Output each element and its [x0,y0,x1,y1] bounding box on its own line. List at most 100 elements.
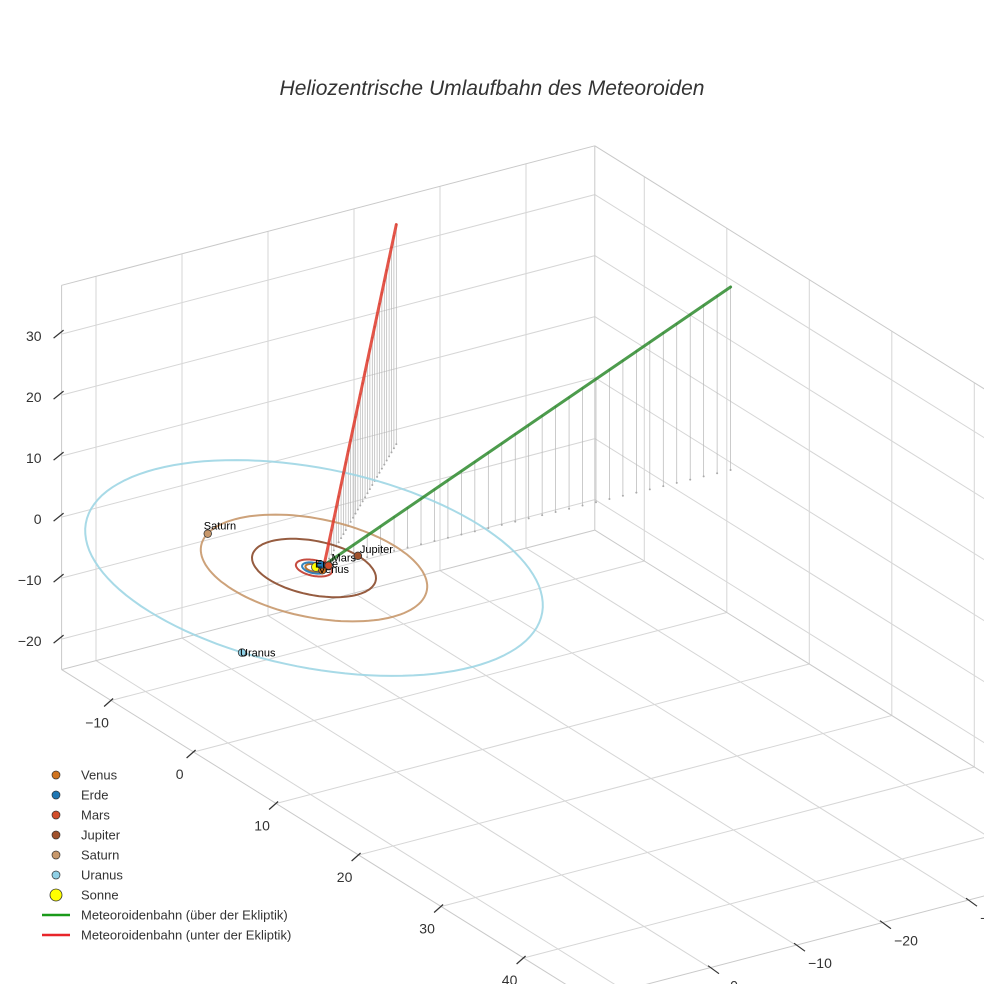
drop-bottom-dot [487,527,490,530]
drop-bottom-dot [379,552,382,555]
orbit-mars [294,558,334,578]
legend-item: Saturn [51,848,119,863]
legend-label: Saturn [81,848,119,863]
x-tick-mark [268,801,279,810]
drop-bottom-dot [433,540,436,543]
legend-marker-swatch [51,870,61,880]
drop-bottom-dot [446,536,449,539]
orbit-layer [84,459,544,677]
drop-bottom-dot [366,492,369,495]
y-tick-mark [793,942,806,952]
y-tick-label: −20 [894,933,918,949]
z-tick-mark [53,390,64,400]
drop-bottom-dot [554,510,557,513]
grid-layer [61,145,984,984]
planet-jupiter-label: Jupiter [360,544,393,556]
z-tick-mark [53,634,64,644]
x-tick-mark [186,749,196,759]
grid-floor-y [267,615,797,946]
drop-bottom-dot [342,533,345,536]
grid-wally-z [594,499,984,744]
legend-label: Sonne [81,888,119,903]
legend-label: Meteoroidenbahn (über der Ekliptik) [81,908,288,923]
x-tick-mark [516,955,526,965]
drop-bottom-dot [393,549,396,552]
grid-wally-z [594,377,984,622]
legend-marker-swatch [51,830,61,840]
drop-lines [328,223,732,562]
grid-floor-y [95,660,616,984]
grid-floor-x [523,837,984,959]
grid-wallx-z [61,377,595,518]
x-tick-label: 10 [254,818,270,834]
grid-floor-x [358,715,892,856]
drop-bottom-dot [385,459,388,462]
drop-bottom-dot [716,472,719,475]
y-tick-mark [879,920,892,930]
grid-floor-x [110,560,645,701]
grid-wallx-z [61,194,595,335]
drop-bottom-dot [380,467,383,470]
drop-bottom-dot [420,543,423,546]
z-tick-mark [53,329,64,339]
drop-bottom-dot [581,504,584,507]
legend-marker-swatch [51,850,61,860]
orbit-jupiter [250,537,378,599]
legend-marker-swatch [51,790,61,800]
planet-uranus-marker [237,648,247,657]
drop-bottom-dot [500,523,503,526]
x-tick-mark [433,904,444,913]
z-tick-label: 20 [26,389,42,405]
z-tick-label: 30 [26,328,42,344]
legend-item: Jupiter [51,828,121,843]
y-tick-label: −10 [808,955,832,971]
drop-bottom-dot [541,514,544,517]
x-tick-label: 0 [176,766,184,782]
planet-saturn-label: Saturn [204,521,236,533]
drop-bottom-dot [340,537,343,540]
legend: Venus Erde Mars Jupiter Saturn Uranus Sonne Met… [42,768,291,943]
drop-bottom-dot [364,496,367,499]
drop-bottom-dot [354,512,357,515]
drop-bottom-dot [392,447,395,450]
trajectory-below-ecliptic [322,223,398,566]
drop-bottom-dot [352,559,355,562]
legend-sun-swatch [49,888,63,902]
z-tick-mark [53,451,64,461]
planet-saturn-marker [203,529,212,538]
legend-marker-swatch [51,810,61,820]
planet-mars-label: Mars [332,553,357,565]
legend-label: Uranus [81,868,123,883]
grid-wallx-z [61,316,595,457]
drop-bottom-dot [344,528,347,531]
drop-bottom-dot [378,471,381,474]
drop-bottom-dot [356,508,359,511]
legend-item: Erde [51,788,108,803]
drop-bottom-dot [527,517,530,520]
chart-title: Heliozentrische Umlaufbahn des Meteoroid… [280,77,705,100]
trajectory-above-ecliptic [325,285,733,565]
drop-bottom-dot [460,533,463,536]
grid-box-edge [645,895,984,984]
z-tick-label: −10 [18,572,42,588]
drop-bottom-dot [473,530,476,533]
drop-bottom-dot [675,481,678,484]
drop-bottom-dot [594,501,597,504]
planet-jupiter-marker [353,551,363,560]
drop-bottom-dot [662,485,665,488]
planet-uranus-label: Uranus [240,648,276,660]
grid-floor-y [439,570,969,901]
y-tick-mark [707,965,720,975]
orbit-uranus [84,459,544,677]
y-tick-label: −30 [980,910,984,926]
drop-bottom-dot [395,443,398,446]
drop-bottom-dot [729,468,732,471]
y-tick-mark [965,897,978,907]
drop-bottom-dot [390,451,393,454]
trajectory-layer [322,223,733,566]
drop-bottom-dot [366,556,369,559]
legend-marker-swatch [51,770,61,780]
grid-box-edge [594,145,984,390]
x-tick-mark [103,698,114,707]
